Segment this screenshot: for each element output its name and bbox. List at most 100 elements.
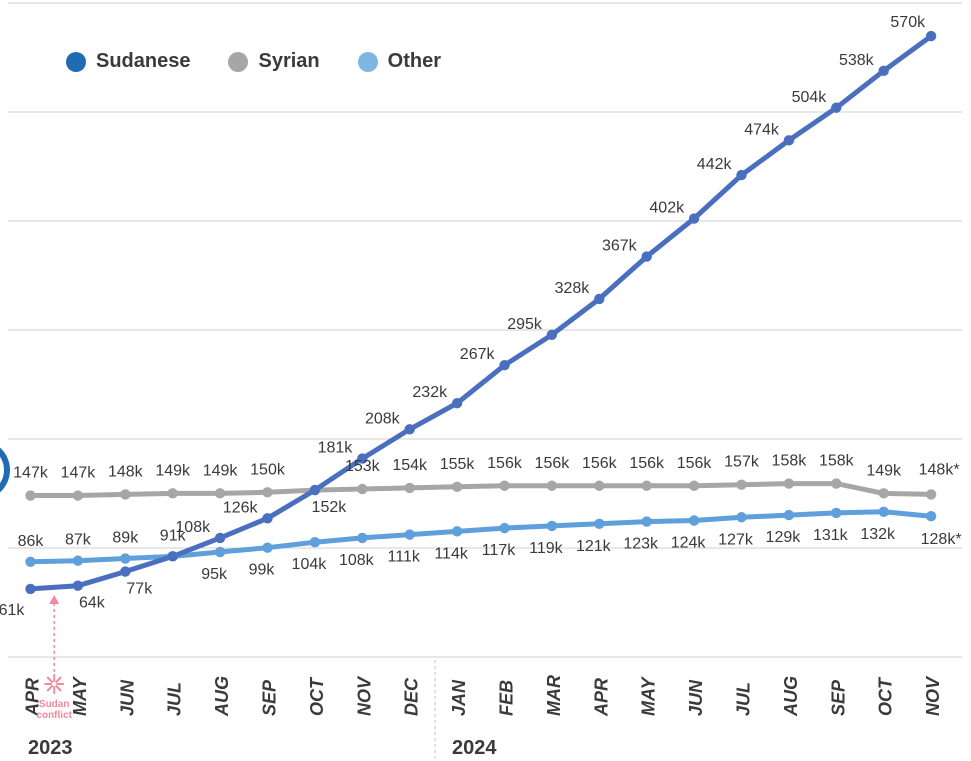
data-point-other bbox=[925, 510, 937, 522]
data-label-sudanese: 474k bbox=[744, 121, 780, 138]
data-point-other bbox=[262, 542, 273, 553]
x-tick-label: JAN bbox=[449, 679, 469, 716]
legend-swatch-syrian bbox=[228, 51, 249, 72]
data-label-sudanese: 208k bbox=[365, 410, 401, 427]
data-point-sudanese bbox=[831, 102, 842, 113]
legend-item-sudanese: Sudanese bbox=[66, 50, 190, 73]
decorative-arc-inner bbox=[0, 446, 4, 494]
x-tick-label: SEP bbox=[828, 679, 848, 716]
x-tick-label: JUN bbox=[686, 679, 706, 716]
x-tick-label: AUG bbox=[212, 676, 232, 717]
data-label-other: 119k bbox=[529, 540, 564, 557]
data-label-other: 123k bbox=[623, 536, 659, 553]
burst-ray bbox=[55, 685, 62, 692]
data-point-syrian bbox=[167, 488, 178, 499]
data-point-syrian bbox=[546, 480, 558, 491]
annotation-text-line2: conflict bbox=[36, 710, 72, 721]
data-label-sudanese: 367k bbox=[602, 238, 638, 255]
year-label-2023: 2023 bbox=[28, 737, 73, 759]
data-point-syrian bbox=[688, 480, 700, 491]
data-point-other bbox=[736, 512, 747, 523]
data-point-sudanese bbox=[167, 551, 178, 562]
data-label-syrian: 154k bbox=[392, 457, 428, 474]
data-point-other bbox=[641, 516, 652, 527]
legend-label-other: Other bbox=[387, 50, 441, 72]
data-label-sudanese: 504k bbox=[792, 89, 828, 106]
data-point-sudanese bbox=[736, 169, 747, 181]
data-label-syrian: 147k bbox=[13, 465, 49, 482]
burst-icon bbox=[44, 674, 65, 694]
x-tick-label: MAY bbox=[639, 675, 659, 716]
data-point-sudanese bbox=[451, 398, 463, 409]
data-labels: 61k 64k 77k 108k 126k 152k 181k 208k 232k 267k 295… bbox=[0, 14, 962, 619]
data-label-syrian: 147k bbox=[61, 465, 97, 482]
data-label-syrian: 149k bbox=[155, 462, 191, 479]
data-label-sudanese: 152k bbox=[312, 499, 348, 516]
data-point-other bbox=[878, 506, 889, 518]
data-point-sudanese bbox=[25, 583, 36, 595]
data-label-sudanese: 267k bbox=[460, 346, 496, 363]
data-point-syrian bbox=[594, 480, 605, 491]
data-point-other bbox=[499, 522, 510, 534]
data-point-syrian bbox=[641, 480, 652, 491]
data-point-syrian bbox=[499, 480, 510, 491]
data-label-sudanese: 442k bbox=[697, 156, 733, 173]
data-label-sudanese: 64k bbox=[79, 595, 106, 612]
data-label-syrian: 158k bbox=[772, 453, 808, 470]
data-point-syrian bbox=[925, 489, 937, 500]
data-point-sudanese bbox=[309, 484, 321, 496]
data-label-syrian: 148k bbox=[108, 463, 144, 480]
data-label-syrian: 156k bbox=[629, 455, 665, 472]
legend-label-sudanese: Sudanese bbox=[96, 50, 191, 72]
data-label-syrian: 158k bbox=[819, 453, 855, 470]
data-label-syrian: 150k bbox=[250, 461, 286, 478]
series-line-syrian bbox=[28, 481, 934, 498]
x-tick-label: SEP bbox=[260, 679, 280, 716]
data-label-sudanese: 538k bbox=[839, 52, 875, 69]
gridlines bbox=[8, 2, 962, 758]
data-label-other: 129k bbox=[766, 529, 802, 546]
data-label-other: 114k bbox=[434, 545, 469, 562]
data-label-other: 121k bbox=[576, 538, 612, 555]
data-label-syrian: 148k* bbox=[919, 461, 960, 478]
data-point-other bbox=[72, 555, 84, 566]
data-point-sudanese bbox=[878, 65, 889, 77]
data-label-other: 124k bbox=[671, 535, 707, 552]
data-label-syrian: 155k bbox=[440, 456, 476, 473]
legend-swatch-sudanese bbox=[66, 51, 86, 72]
data-point-other bbox=[357, 532, 368, 544]
burst-ray bbox=[55, 676, 62, 683]
data-label-other: 99k bbox=[249, 562, 276, 579]
annotation-text-line1: Sudan bbox=[39, 699, 70, 710]
data-label-sudanese: 570k bbox=[890, 14, 926, 31]
x-tick-label: APR bbox=[23, 678, 43, 717]
series-points bbox=[25, 30, 937, 595]
data-label-sudanese: 181k bbox=[318, 440, 354, 457]
x-tick-label: JUN bbox=[117, 679, 137, 716]
data-label-other: 87k bbox=[65, 532, 92, 549]
decorative-arc bbox=[0, 440, 10, 500]
data-label-sudanese: 328k bbox=[555, 280, 591, 297]
data-point-syrian bbox=[783, 478, 795, 489]
data-point-other bbox=[214, 546, 226, 558]
data-point-syrian bbox=[214, 488, 226, 499]
data-point-syrian bbox=[25, 490, 36, 501]
x-axis-tick-labels: APR MAY JUN JUL AUG SEP OCT NOV DEC JAN FEB MAR APR M… bbox=[23, 675, 944, 717]
data-label-other: 111k bbox=[388, 549, 421, 566]
data-point-other bbox=[25, 556, 36, 567]
data-point-sudanese bbox=[641, 251, 652, 262]
data-label-other: 131k bbox=[813, 527, 849, 544]
data-label-other: 104k bbox=[292, 556, 328, 573]
legend-item-other: Other bbox=[357, 50, 441, 73]
data-point-other bbox=[783, 509, 795, 521]
data-point-sudanese bbox=[262, 513, 273, 524]
data-point-sudanese bbox=[404, 424, 415, 435]
legend-item-syrian: Syrian bbox=[228, 50, 320, 73]
legend: Sudanese Syrian Other bbox=[66, 50, 441, 73]
data-label-sudanese: 232k bbox=[412, 384, 448, 401]
x-tick-label: AUG bbox=[781, 676, 801, 717]
data-point-other bbox=[309, 537, 321, 548]
data-label-syrian: 156k bbox=[677, 455, 713, 472]
